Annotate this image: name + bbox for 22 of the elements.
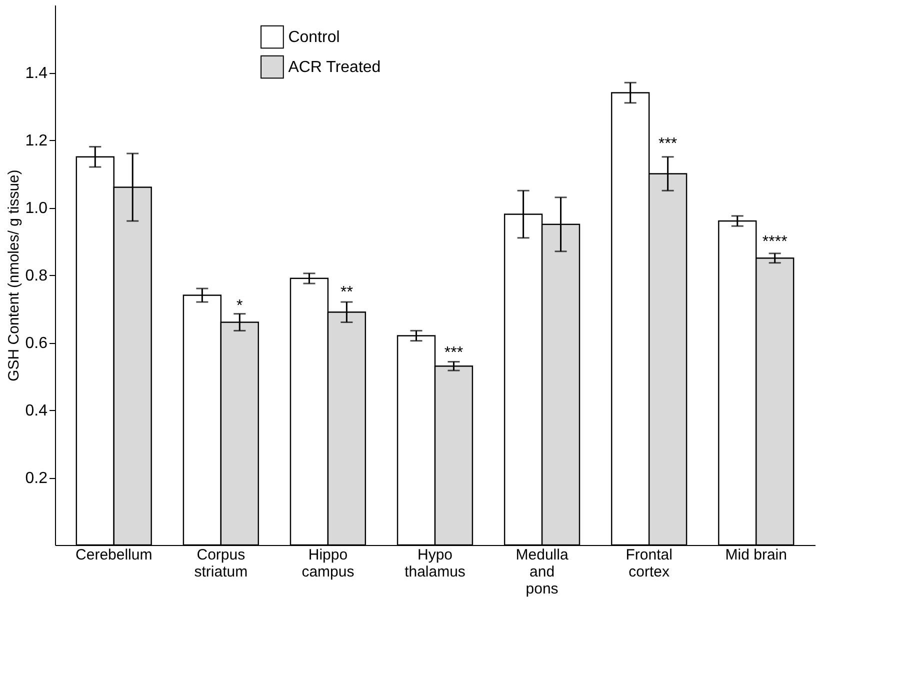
x-tick-label: Hippo campus (302, 546, 354, 580)
y-tick-label: 0.6 (25, 335, 48, 352)
annotation: * (236, 297, 243, 314)
x-tick-label: Cerebellum (76, 546, 152, 564)
annotation: **** (762, 233, 788, 250)
y-tick-label: 1.4 (25, 65, 48, 82)
y-tick-label: 0.8 (25, 268, 48, 284)
x-tick-label: Mid brain (725, 546, 787, 564)
annotation: ** (340, 284, 353, 301)
annotation: *** (658, 135, 678, 152)
legend-label: ACR Treated (288, 59, 381, 76)
y-tick-label: 0.2 (25, 470, 48, 487)
y-tick-label: 1.0 (25, 200, 48, 217)
y-tick-label: 0.4 (25, 402, 48, 420)
x-tick-label: Frontal cortex (626, 546, 672, 580)
y-tick-label: 1.2 (25, 132, 48, 150)
x-tick-label: Medulla and pons (516, 546, 569, 598)
annotation: *** (444, 344, 464, 362)
y-axis-title: GSH Content (nmoles/ g tissue) (5, 170, 22, 382)
x-tick-label: Hypo thalamus (404, 546, 466, 580)
x-tick-label: Corpus striatum (194, 546, 248, 580)
legend-label: Control (288, 29, 340, 46)
